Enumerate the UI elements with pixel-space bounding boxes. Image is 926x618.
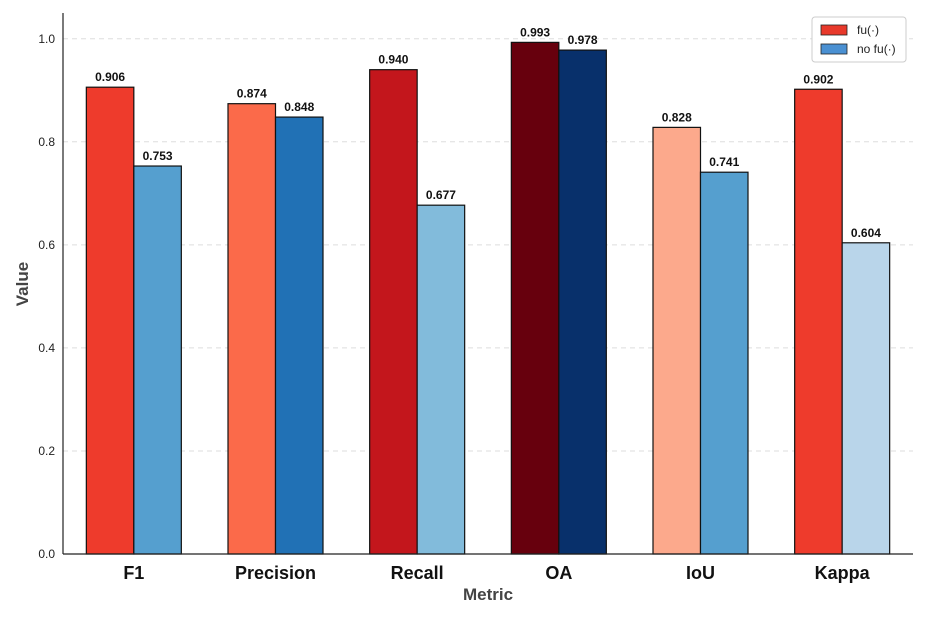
bar-value-label: 0.828 <box>662 110 692 124</box>
x-tick-label: Recall <box>391 563 444 583</box>
bar-value-label: 0.874 <box>237 87 267 101</box>
bar-value-label: 0.848 <box>284 100 314 114</box>
y-tick-label: 0.8 <box>38 135 55 149</box>
bar-fu-f1 <box>85 86 135 555</box>
bar-value-label: 0.978 <box>568 33 598 47</box>
bar-fu-kappa <box>794 88 843 555</box>
legend-swatch-fu <box>820 24 848 36</box>
y-tick-label: 0.4 <box>38 341 55 355</box>
y-axis-title: Value <box>13 262 32 306</box>
legend: fu(·) no fu(·) <box>811 16 907 63</box>
x-tick-labels: F1 Precision Recall OA IoU Kappa <box>123 563 870 583</box>
y-tick-labels: 0.0 0.2 0.4 0.6 0.8 1.0 <box>38 32 55 561</box>
bar-fu-recall <box>369 69 418 555</box>
bar-no-fu-recall <box>416 204 466 555</box>
bar-fu-precision <box>227 103 277 555</box>
y-tick-label: 1.0 <box>38 32 55 46</box>
x-axis-title: Metric <box>463 585 513 604</box>
bar-no-fu-oa <box>558 49 607 555</box>
y-tick-label: 0.0 <box>38 547 55 561</box>
legend-swatch-no-fu <box>820 43 848 55</box>
bar-no-fu-f1 <box>133 165 182 555</box>
bar-value-label: 0.993 <box>520 25 550 39</box>
bar-value-labels: 0.906 0.753 0.874 0.848 0.940 0.677 0.993 0.978… <box>95 25 881 239</box>
bar-fu-iou <box>652 126 702 555</box>
bar-fu-oa <box>510 41 560 555</box>
bar-no-fu-kappa <box>841 242 891 555</box>
bar-value-label: 0.677 <box>426 188 456 202</box>
y-tick-label: 0.6 <box>38 238 55 252</box>
x-tick-label: IoU <box>686 563 715 583</box>
y-tick-label: 0.2 <box>38 444 55 458</box>
x-tick-label: OA <box>545 563 572 583</box>
x-tick-label: Kappa <box>815 563 871 583</box>
x-tick-label: Precision <box>235 563 316 583</box>
bar-no-fu-iou <box>699 171 749 555</box>
bar-value-label: 0.906 <box>95 70 125 84</box>
legend-label-fu: fu(·) <box>857 23 879 37</box>
bar-value-label: 0.753 <box>143 149 173 163</box>
legend-label-no-fu: no fu(·) <box>857 42 896 56</box>
bar-value-label: 0.902 <box>803 72 833 86</box>
x-tick-label: F1 <box>123 563 144 583</box>
bar-value-label: 0.741 <box>709 155 739 169</box>
bars <box>85 41 891 555</box>
bar-value-label: 0.604 <box>851 226 881 240</box>
bar-no-fu-precision <box>274 116 324 555</box>
grid-lines <box>63 38 913 452</box>
bar-value-label: 0.940 <box>378 53 408 67</box>
